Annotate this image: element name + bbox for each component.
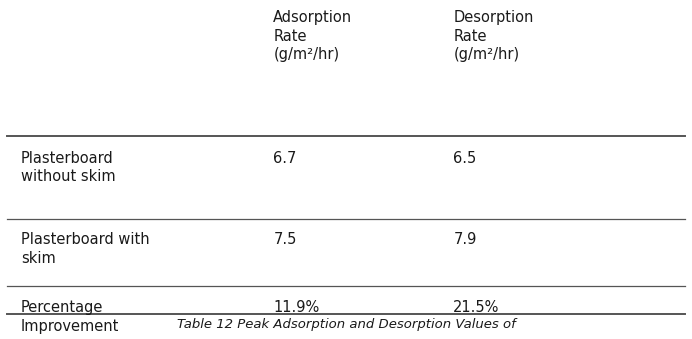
Text: Adsorption
Rate
(g/m²/hr): Adsorption Rate (g/m²/hr) xyxy=(273,10,352,62)
Text: 7.9: 7.9 xyxy=(453,232,477,247)
Text: 7.5: 7.5 xyxy=(273,232,297,247)
Text: Table 12 Peak Adsorption and Desorption Values of: Table 12 Peak Adsorption and Desorption … xyxy=(176,318,516,331)
Text: 6.5: 6.5 xyxy=(453,151,477,166)
Text: Desorption
Rate
(g/m²/hr): Desorption Rate (g/m²/hr) xyxy=(453,10,534,62)
Text: 11.9%: 11.9% xyxy=(273,300,320,315)
Text: Plasterboard with
skim: Plasterboard with skim xyxy=(21,232,149,266)
Text: Percentage
Improvement: Percentage Improvement xyxy=(21,300,119,334)
Text: 6.7: 6.7 xyxy=(273,151,297,166)
Text: Plasterboard
without skim: Plasterboard without skim xyxy=(21,151,116,184)
Text: 21.5%: 21.5% xyxy=(453,300,500,315)
